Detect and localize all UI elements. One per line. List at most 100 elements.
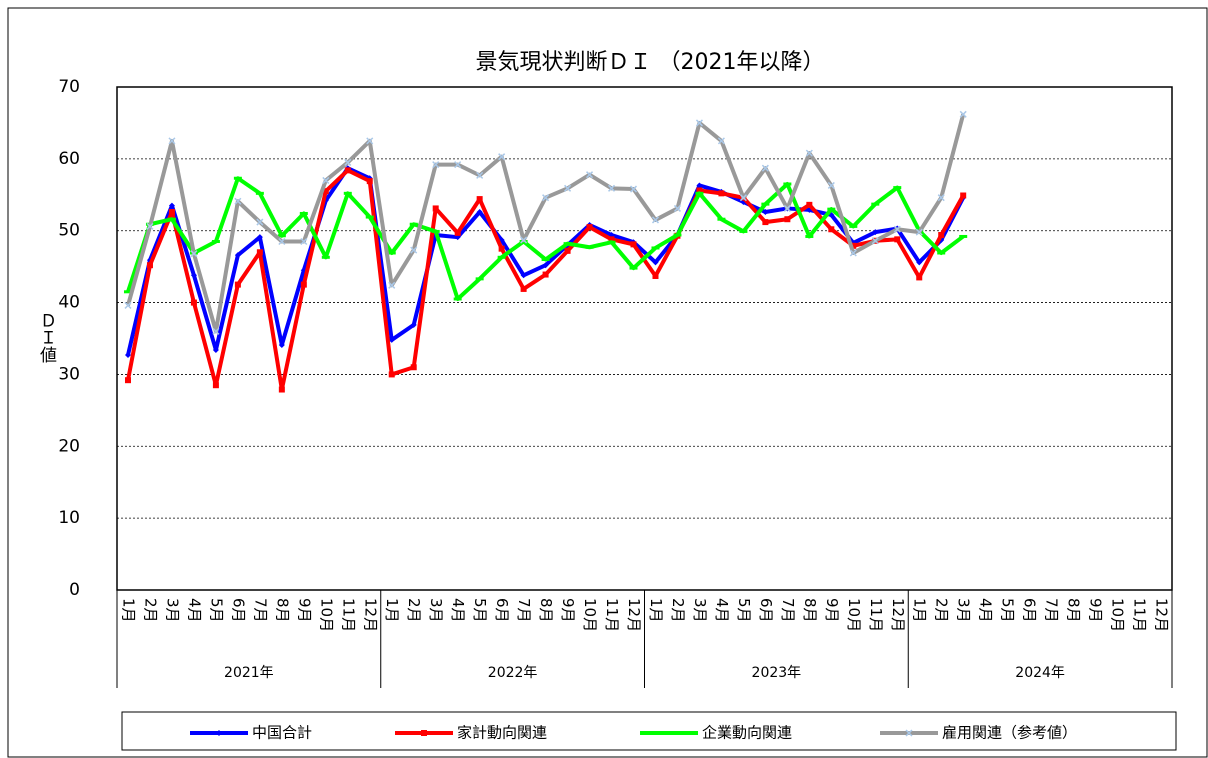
x-tick-label: 8月 <box>1065 598 1083 623</box>
point-marker <box>805 149 813 157</box>
point-marker <box>652 259 659 266</box>
point-marker <box>916 274 923 281</box>
point-marker <box>256 218 264 226</box>
point-marker <box>629 266 638 270</box>
x-tick-label: 2月 <box>405 598 423 623</box>
point-marker <box>322 176 330 184</box>
point-marker <box>783 204 791 212</box>
point-marker <box>783 182 792 186</box>
x-tick-label: 3月 <box>691 598 709 623</box>
point-marker <box>476 171 484 179</box>
point-marker <box>520 285 527 292</box>
y-tick-label: 40 <box>58 293 80 313</box>
point-marker <box>696 187 703 194</box>
point-marker <box>388 281 396 289</box>
point-marker <box>827 181 835 189</box>
point-marker <box>168 137 176 145</box>
x-tick-label: 7月 <box>515 598 533 623</box>
point-marker <box>146 262 153 269</box>
point-marker <box>300 237 308 246</box>
x-tick-label: 7月 <box>251 598 269 623</box>
point-marker <box>234 197 242 205</box>
point-marker <box>168 202 175 209</box>
x-tick-label: 3月 <box>955 598 973 623</box>
point-marker <box>542 262 549 269</box>
point-marker <box>695 191 704 195</box>
y-tick-label: 70 <box>58 77 80 97</box>
point-marker <box>321 255 330 259</box>
point-marker <box>343 191 352 195</box>
x-tick-label: 6月 <box>229 598 247 623</box>
point-marker <box>630 241 637 248</box>
point-marker <box>432 205 439 212</box>
chart-title: 景気現状判断ＤＩ （2021年以降） <box>476 50 825 75</box>
point-marker <box>717 137 725 145</box>
x-tick-label: 1月 <box>647 598 665 623</box>
x-tick-label: 2月 <box>933 598 951 623</box>
x-tick-label: 12月 <box>1153 598 1171 632</box>
point-marker <box>739 194 747 202</box>
point-marker <box>278 237 286 246</box>
point-marker <box>541 257 550 261</box>
point-marker <box>696 182 703 189</box>
x-tick-label: 10月 <box>581 598 599 632</box>
point-marker <box>211 239 220 243</box>
point-marker <box>498 153 506 161</box>
x-tick-label: 4月 <box>713 598 731 623</box>
point-marker <box>212 382 219 389</box>
point-marker <box>432 161 440 169</box>
x-tick-label: 9月 <box>1087 598 1105 623</box>
legend-marker <box>905 729 913 737</box>
point-marker <box>959 110 967 118</box>
point-marker <box>167 217 176 221</box>
point-marker <box>212 346 219 353</box>
x-tick-label: 2月 <box>669 598 687 623</box>
point-marker <box>388 371 395 378</box>
point-marker <box>123 290 132 294</box>
point-marker <box>168 209 175 216</box>
y-tick-label: 0 <box>69 580 80 600</box>
point-marker <box>827 207 836 211</box>
x-tick-label: 4月 <box>449 598 467 623</box>
x-tick-label: 6月 <box>1021 598 1039 623</box>
point-marker <box>497 255 506 259</box>
point-marker <box>586 224 593 231</box>
point-marker <box>762 209 769 216</box>
x-tick-label: 5月 <box>735 598 753 623</box>
point-marker <box>278 341 285 348</box>
point-marker <box>410 364 417 371</box>
x-group-label: 2022年 <box>488 665 538 681</box>
point-marker <box>476 196 483 203</box>
point-marker <box>299 211 308 215</box>
point-marker <box>564 247 571 254</box>
x-tick-label: 8月 <box>537 598 555 623</box>
point-marker <box>278 386 285 393</box>
point-marker <box>805 234 814 238</box>
point-marker <box>124 377 131 384</box>
x-tick-label: 11月 <box>339 598 357 632</box>
x-tick-label: 4月 <box>977 598 995 623</box>
y-tick-label: 30 <box>58 364 80 384</box>
legend-label: 中国合計 <box>252 724 312 742</box>
legend-box <box>121 711 1177 751</box>
x-tick-label: 4月 <box>185 598 203 623</box>
point-marker <box>233 176 242 180</box>
x-tick-label: 9月 <box>295 598 313 623</box>
legend-marker <box>216 730 222 736</box>
point-marker <box>388 336 395 343</box>
point-marker <box>915 228 923 236</box>
point-marker <box>476 209 483 216</box>
point-marker <box>344 167 351 174</box>
point-marker <box>365 215 374 219</box>
point-marker <box>629 185 638 193</box>
y-axis-label: ＤＩ値 <box>36 312 57 363</box>
legend-label: 雇用関連（参考値） <box>942 724 1077 742</box>
y-tick-label: 50 <box>58 221 80 241</box>
point-marker <box>761 202 770 206</box>
point-marker <box>652 272 659 279</box>
point-marker <box>894 236 901 243</box>
point-marker <box>717 217 726 221</box>
x-tick-label: 6月 <box>493 598 511 623</box>
x-tick-label: 10月 <box>845 598 863 632</box>
point-marker <box>190 272 197 279</box>
